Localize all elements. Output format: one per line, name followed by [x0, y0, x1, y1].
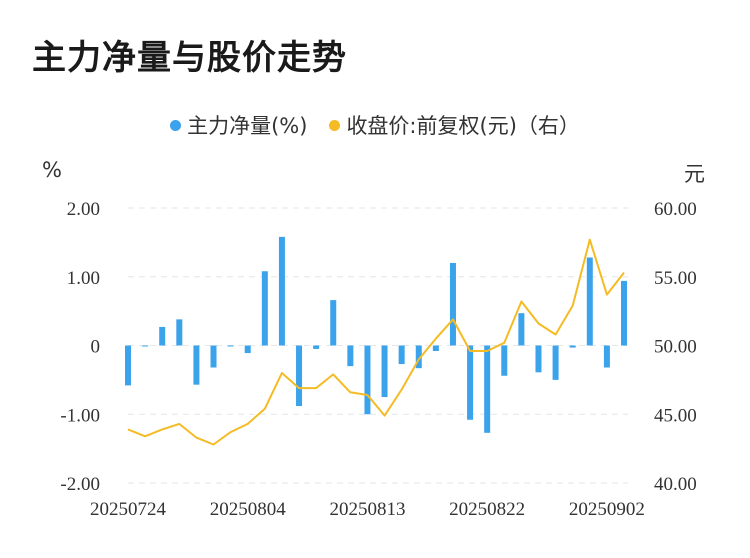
legend: 主力净量(%) 收盘价:前复权(元)（右）	[0, 110, 750, 140]
bar	[313, 345, 320, 349]
x-tick-label: 20250822	[449, 499, 525, 520]
x-tick-label: 20250813	[329, 499, 405, 520]
y-right-tick-label: 50.00	[654, 337, 697, 358]
bar	[398, 345, 405, 365]
bar	[125, 345, 131, 386]
bar	[210, 345, 217, 368]
bar	[484, 345, 491, 433]
bar	[501, 345, 508, 376]
legend-bar-label: 主力净量(%)	[187, 114, 308, 138]
bar	[244, 345, 251, 354]
bar	[535, 345, 542, 373]
bar	[347, 345, 354, 367]
bar	[193, 345, 200, 385]
bar	[603, 345, 610, 368]
y-right-tick-label: 60.00	[654, 199, 697, 220]
bar	[381, 345, 388, 398]
bar	[467, 345, 474, 420]
legend-line-label: 收盘价:前复权(元)（右）	[346, 114, 580, 138]
bar	[330, 300, 337, 346]
bar	[296, 345, 303, 406]
legend-item-bar[interactable]: 主力净量(%)	[170, 110, 307, 140]
legend-line-marker	[329, 119, 341, 131]
y-left-tick-label: -2.00	[60, 474, 100, 495]
bar	[449, 263, 456, 346]
bar	[552, 345, 559, 380]
y-left-tick-label: 1.00	[67, 268, 100, 289]
chart-title: 主力净量与股价走势	[32, 38, 347, 78]
bar	[518, 313, 525, 346]
bar	[415, 345, 422, 369]
y-right-tick-label: 40.00	[654, 474, 697, 495]
y-left-tick-label: -1.00	[60, 405, 100, 426]
x-tick-label: 20250902	[569, 499, 645, 520]
bar	[278, 236, 285, 346]
price-line	[127, 238, 625, 446]
right-axis-unit: 元	[684, 162, 705, 186]
y-right-tick-label: 55.00	[654, 268, 697, 289]
bar	[621, 280, 627, 346]
bar	[364, 345, 371, 415]
legend-bar-marker	[170, 119, 182, 131]
bar	[261, 271, 268, 346]
bar	[432, 345, 439, 351]
bar	[142, 345, 149, 347]
bar	[569, 345, 576, 348]
x-tick-label: 20250804	[210, 499, 287, 520]
legend-item-line[interactable]: 收盘价:前复权(元)（右）	[329, 110, 580, 140]
y-left-tick-label: 2.00	[67, 199, 100, 220]
y-left-tick-label: 0	[91, 337, 101, 358]
y-right-tick-label: 45.00	[654, 405, 697, 426]
bar	[159, 326, 166, 346]
left-axis-unit: %	[42, 158, 62, 182]
bar	[227, 345, 234, 347]
bar	[176, 319, 183, 346]
bar	[586, 257, 593, 346]
x-tick-label: 20250724	[90, 499, 167, 520]
